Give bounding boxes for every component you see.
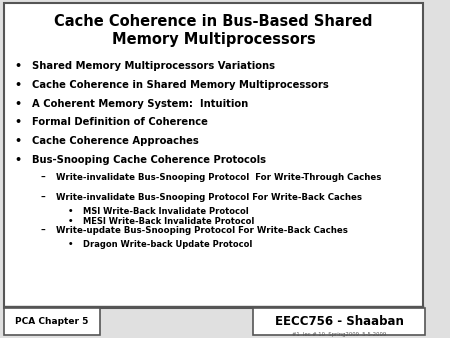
Text: •: • (14, 136, 22, 146)
FancyBboxPatch shape (4, 3, 423, 308)
Text: –: – (40, 193, 45, 202)
Text: Cache Coherence Approaches: Cache Coherence Approaches (32, 136, 199, 146)
Text: –: – (40, 226, 45, 235)
Text: •: • (68, 207, 73, 216)
Text: Shared Memory Multiprocessors Variations: Shared Memory Multiprocessors Variations (32, 61, 275, 71)
FancyBboxPatch shape (253, 308, 425, 335)
Text: Formal Definition of Coherence: Formal Definition of Coherence (32, 117, 208, 127)
Text: •: • (14, 117, 22, 127)
FancyBboxPatch shape (4, 308, 100, 335)
Text: Write-invalidate Bus-Snooping Protocol  For Write-Through Caches: Write-invalidate Bus-Snooping Protocol F… (56, 173, 382, 182)
Text: Memory Multiprocessors: Memory Multiprocessors (112, 32, 315, 47)
Text: •: • (68, 240, 73, 248)
Text: Dragon Write-back Update Protocol: Dragon Write-back Update Protocol (83, 240, 253, 248)
Text: PCA Chapter 5: PCA Chapter 5 (15, 317, 89, 326)
Text: •: • (14, 155, 22, 165)
Text: MESI Write-Back Invalidate Protocol: MESI Write-Back Invalidate Protocol (83, 217, 255, 226)
Text: •: • (68, 217, 73, 226)
Text: Write-invalidate Bus-Snooping Protocol For Write-Back Caches: Write-invalidate Bus-Snooping Protocol F… (56, 193, 362, 202)
Text: Cache Coherence in Bus-Based Shared: Cache Coherence in Bus-Based Shared (54, 15, 373, 29)
Text: Cache Coherence in Shared Memory Multiprocessors: Cache Coherence in Shared Memory Multipr… (32, 80, 329, 90)
Text: Bus-Snooping Cache Coherence Protocols: Bus-Snooping Cache Coherence Protocols (32, 155, 266, 165)
Text: –: – (40, 173, 45, 182)
Text: Write-update Bus-Snooping Protocol For Write-Back Caches: Write-update Bus-Snooping Protocol For W… (56, 226, 348, 235)
Text: •: • (14, 61, 22, 71)
Text: MSI Write-Back Invalidate Protocol: MSI Write-Back Invalidate Protocol (83, 207, 249, 216)
Text: •: • (14, 99, 22, 109)
Text: EECC756 - Shaaban: EECC756 - Shaaban (275, 315, 404, 328)
Text: A Coherent Memory System:  Intuition: A Coherent Memory System: Intuition (32, 99, 248, 109)
Text: •: • (14, 80, 22, 90)
Text: #1  lec # 10  Spring2009  5-5-2009: #1 lec # 10 Spring2009 5-5-2009 (292, 332, 387, 337)
